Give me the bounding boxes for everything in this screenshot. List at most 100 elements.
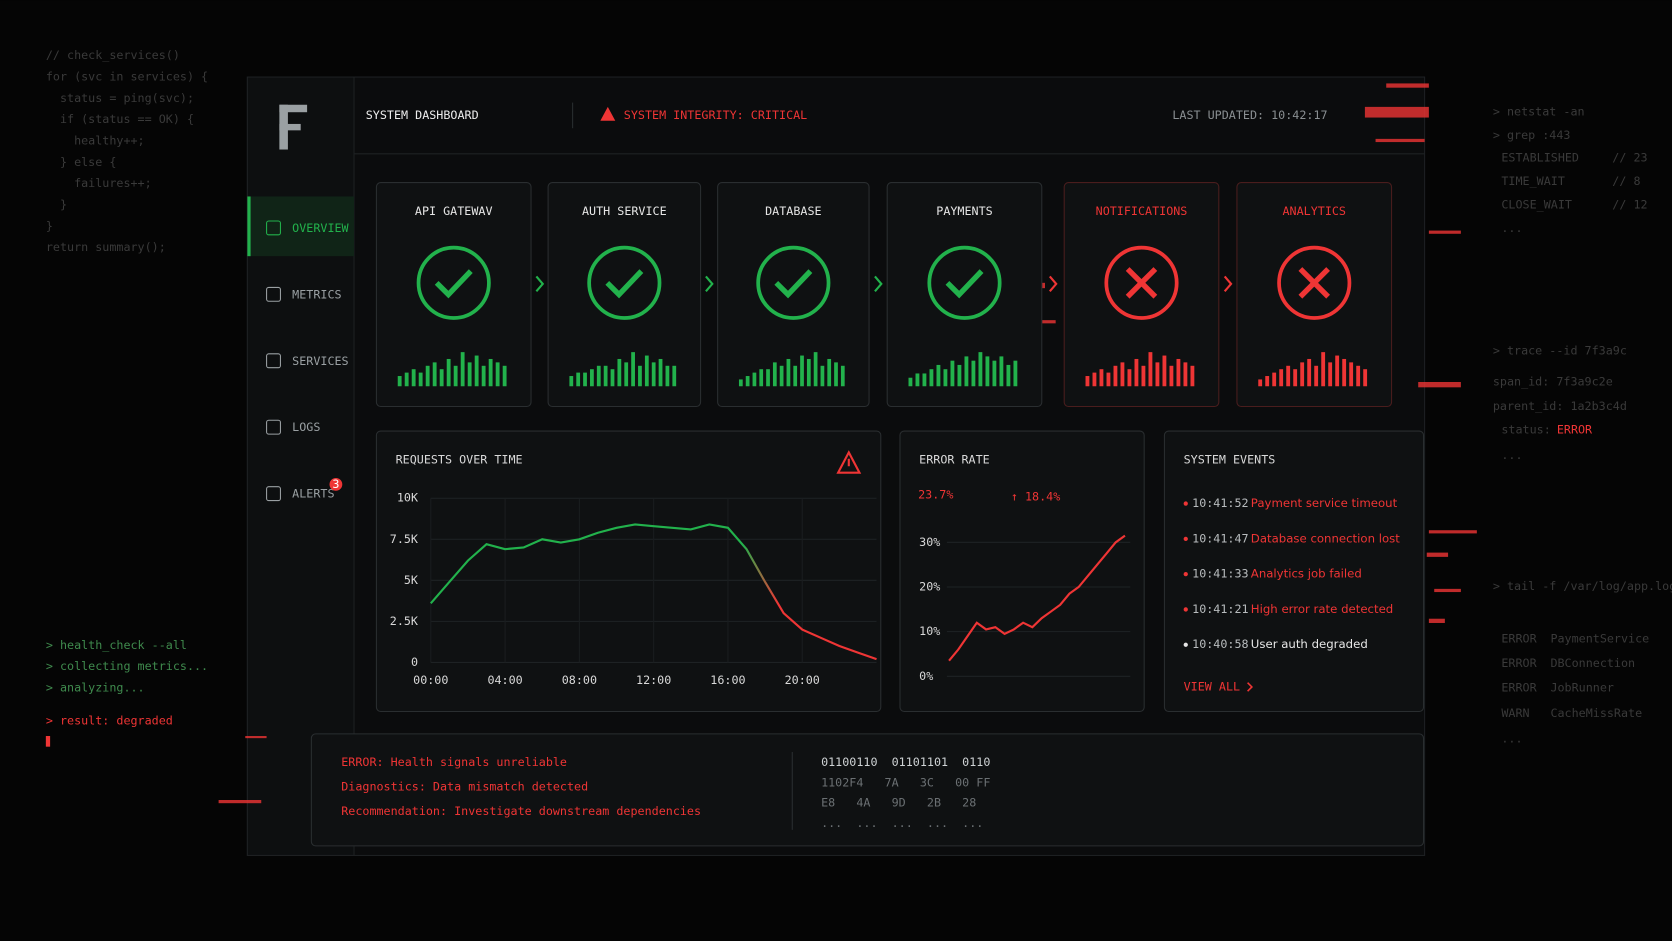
- error-rate-value: 23.7%: [918, 488, 953, 502]
- activity-bar: [495, 362, 500, 387]
- diagnostics-panel: [310, 733, 1425, 847]
- service-card[interactable]: [1236, 182, 1393, 408]
- dashboard-title: SYSTEM DASHBOARD: [366, 108, 479, 122]
- activity-bar: [439, 369, 444, 387]
- error-rate-line: [948, 534, 1126, 662]
- activity-bar: [806, 358, 811, 387]
- code-line: for (svc in services) {: [46, 70, 208, 84]
- activity-bar: [397, 376, 402, 387]
- view-all-link[interactable]: VIEW ALL: [1184, 679, 1240, 693]
- activity-bar: [1321, 352, 1326, 387]
- activity-bar: [1155, 362, 1160, 387]
- activity-bar: [1363, 369, 1368, 387]
- hex-row: 01100110 01101101 0110: [821, 755, 990, 769]
- activity-bar: [1169, 365, 1174, 387]
- terminal-cell: ERROR: [1501, 681, 1537, 695]
- view-all-chevron: [1247, 682, 1253, 692]
- code-line: }: [46, 197, 67, 211]
- event-dot: [1183, 572, 1188, 577]
- x-tick-label: 08:00: [562, 673, 597, 687]
- service-card[interactable]: [1063, 182, 1220, 408]
- activity-bar: [576, 372, 581, 387]
- activity-bar: [631, 352, 635, 387]
- terminal-cell: CLOSE_WAIT: [1501, 197, 1572, 211]
- activity-bar: [1265, 376, 1270, 387]
- activity-bar: [766, 369, 770, 387]
- event-time: 10:41:21: [1192, 602, 1248, 616]
- service-card[interactable]: [717, 182, 870, 408]
- activity-bar: [467, 362, 472, 387]
- console-line: > result: degraded: [46, 714, 173, 728]
- activity-bar: [1148, 352, 1153, 387]
- activity-bar: [1328, 362, 1333, 387]
- glitch-streak: [1418, 381, 1461, 388]
- code-line: // check_services(): [46, 48, 180, 62]
- status-ring: [1277, 245, 1352, 320]
- activity-bar: [404, 372, 409, 387]
- activity-bar: [834, 362, 838, 387]
- nav-label: ALERTS: [292, 487, 334, 501]
- activity-bar: [638, 365, 642, 387]
- code-line: healthy++;: [46, 134, 145, 148]
- terminal-more: ...: [1501, 732, 1522, 746]
- terminal-cell: // 12: [1612, 197, 1647, 211]
- activity-bar: [1293, 369, 1298, 387]
- glitch-streak: [1386, 83, 1429, 88]
- code-line: failures++;: [46, 176, 152, 190]
- activity-bar: [1286, 365, 1291, 387]
- nav-label: OVERVIEW: [292, 221, 349, 235]
- status-ring: [927, 245, 1002, 320]
- event-message: Analytics job failed: [1251, 567, 1362, 581]
- terminal-more: ...: [1501, 221, 1522, 235]
- diagnostic-line: ERROR: Health signals unreliable: [341, 755, 567, 769]
- activity-bar: [1113, 365, 1118, 387]
- terminal-cell: // 23: [1612, 151, 1647, 165]
- terminal-cell: ERROR: [1501, 631, 1537, 645]
- status-check: [945, 269, 984, 299]
- status-ring: [756, 245, 831, 320]
- event-time: 10:41:52: [1192, 496, 1248, 510]
- event-dot: [1183, 642, 1188, 647]
- activity-bar: [738, 379, 743, 387]
- y-tick-label: 10%: [919, 624, 940, 638]
- activity-bar: [786, 358, 791, 387]
- terminal-cell: CacheMissRate: [1550, 706, 1642, 720]
- activity-bar: [745, 376, 750, 387]
- glitch-streak: [245, 736, 267, 739]
- code-line: status = ping(svc);: [46, 91, 194, 105]
- diagnostic-line: Diagnostics: Data mismatch detected: [341, 780, 588, 794]
- terminal-line: > tail -f /var/log/app.log: [1493, 579, 1672, 593]
- activity-bar: [425, 365, 430, 387]
- nav-icon: [266, 286, 281, 302]
- y-tick-label: 10K: [397, 491, 419, 505]
- event-dot: [1183, 607, 1188, 612]
- event-dot: [1183, 536, 1188, 541]
- service-card[interactable]: [886, 182, 1043, 408]
- nav-label: METRICS: [292, 287, 341, 301]
- glitch-streak: [1428, 530, 1477, 534]
- y-tick-label: 30%: [919, 535, 940, 549]
- alert-icon: [836, 450, 862, 474]
- activity-bar: [590, 369, 594, 387]
- status-cross: [1125, 267, 1158, 299]
- x-tick-label: 04:00: [487, 673, 522, 687]
- terminal-cell: ERROR: [1557, 422, 1593, 436]
- cursor: [45, 736, 51, 747]
- x-tick-label: 00:00: [413, 673, 448, 687]
- glitch-streak: [218, 799, 262, 804]
- events-panel: [1163, 430, 1425, 713]
- x-tick-label: 16:00: [710, 673, 745, 687]
- nav-icon: [266, 353, 281, 369]
- activity-bar: [1141, 365, 1146, 387]
- activity-bar: [978, 352, 983, 387]
- service-name: PAYMENTS: [936, 204, 992, 218]
- activity-bar: [1092, 372, 1097, 387]
- service-card[interactable]: [547, 182, 702, 408]
- activity-bar: [922, 373, 927, 387]
- event-time: 10:41:47: [1192, 531, 1248, 545]
- activity-bar: [474, 355, 479, 387]
- event-message: Payment service timeout: [1251, 496, 1398, 510]
- service-card[interactable]: [375, 182, 532, 408]
